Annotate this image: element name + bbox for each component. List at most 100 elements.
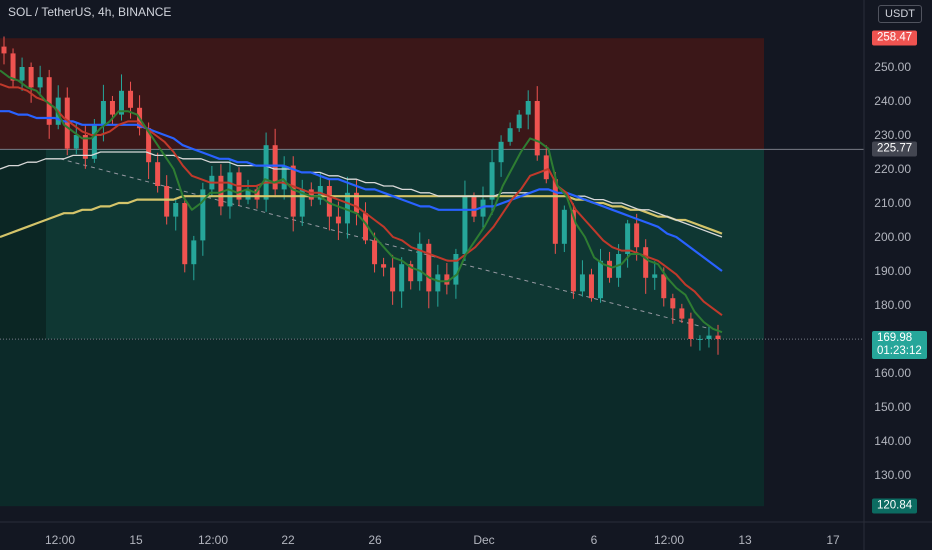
candle-body [697, 339, 703, 340]
currency-button[interactable]: USDT [878, 5, 922, 23]
current-price-label: 169.98 01:23:12 [872, 331, 927, 360]
time-tick: 13 [738, 533, 752, 547]
price-tick: 230.00 [874, 128, 911, 142]
candle-body [100, 101, 106, 125]
candle-body [435, 274, 441, 292]
candle-body [625, 223, 631, 254]
zone-start-shade [0, 149, 46, 340]
candle-body [552, 179, 558, 244]
candle-body [344, 192, 350, 224]
candle-body [561, 209, 567, 244]
profit-zone [0, 38, 764, 150]
candle-body [272, 145, 278, 190]
candle-body [290, 165, 296, 217]
time-tick: 12:00 [653, 533, 685, 547]
time-tick: 17 [826, 533, 840, 547]
candle-body [37, 77, 43, 88]
candle-body [480, 199, 486, 217]
candle-body [173, 203, 179, 217]
candle-body [299, 189, 305, 217]
candle-body [182, 203, 188, 265]
candle-body [254, 189, 260, 200]
candle-body [507, 128, 513, 142]
candle-body [326, 186, 332, 217]
time-tick: 12:00 [197, 533, 229, 547]
symbol-title[interactable]: SOL / TetherUS, 4h, BINANCE [8, 5, 172, 19]
candle-body [670, 298, 676, 309]
candle-body [363, 213, 369, 241]
time-tick: Dec [473, 533, 495, 547]
time-tick: 26 [368, 533, 382, 547]
candle-body [335, 216, 341, 224]
entry-price-label: 225.77 [872, 141, 918, 157]
ema-20-line [0, 83, 723, 317]
loss-zone [0, 339, 764, 507]
candle-body [146, 128, 152, 163]
time-tick: 22 [281, 533, 295, 547]
candle-body [1, 46, 7, 54]
candle-body [164, 186, 170, 217]
candle-body [607, 260, 613, 278]
candle-body [408, 264, 414, 282]
candle-body [353, 192, 359, 214]
candle-body [64, 97, 70, 149]
candle-body [516, 114, 522, 129]
ema-10-line [0, 69, 723, 334]
candle-body [652, 274, 658, 278]
candle-body [245, 189, 251, 200]
candle-body [91, 124, 97, 159]
price-tick: 150.00 [874, 400, 911, 414]
candle-body [109, 101, 115, 115]
price-tick: 210.00 [874, 196, 911, 210]
candle-body [46, 77, 52, 125]
price-tick: 130.00 [874, 468, 911, 482]
candle-body [453, 254, 459, 285]
candle-body [399, 264, 405, 292]
candle-body [155, 162, 161, 186]
price-tick: 180.00 [874, 298, 911, 312]
candle-body [281, 165, 287, 190]
candle-body [200, 189, 206, 241]
candle-body [218, 175, 224, 207]
candle-body [390, 267, 396, 292]
price-tick: 220.00 [874, 162, 911, 176]
price-tick: 200.00 [874, 230, 911, 244]
candle-body [372, 240, 378, 265]
candle-body [525, 101, 531, 115]
candle-body [543, 155, 549, 180]
current-price-value: 169.98 [877, 332, 913, 345]
target-price-label: 258.47 [872, 30, 918, 46]
candle-body [688, 318, 694, 339]
candle-body [28, 67, 34, 88]
candle-body [82, 135, 88, 159]
candle-body [426, 243, 432, 292]
candle-body [643, 247, 649, 278]
price-tick: 160.00 [874, 366, 911, 380]
price-tick: 190.00 [874, 264, 911, 278]
stop-price-label: 120.84 [872, 498, 918, 514]
candle-body [308, 189, 314, 200]
candle-body [534, 101, 540, 156]
ema-100-line [0, 151, 723, 238]
candle-body [73, 135, 79, 149]
candle-body [10, 53, 16, 81]
candle-body [489, 162, 495, 200]
candle-body [598, 260, 604, 299]
price-tick: 240.00 [874, 94, 911, 108]
time-tick: 12:00 [44, 533, 76, 547]
candle-body [381, 264, 387, 268]
candle-body [588, 274, 594, 299]
candle-body [462, 196, 468, 254]
candle-body [128, 90, 134, 108]
time-tick: 15 [129, 533, 143, 547]
ema-200-line [0, 195, 723, 239]
bar-countdown: 01:23:12 [877, 345, 922, 358]
candle-body [570, 209, 576, 292]
candle-body [498, 141, 504, 163]
candle-body [444, 274, 450, 285]
candle-body [471, 196, 477, 217]
candle-body [417, 243, 423, 282]
candle-body [679, 308, 685, 319]
candle-body [661, 274, 667, 299]
